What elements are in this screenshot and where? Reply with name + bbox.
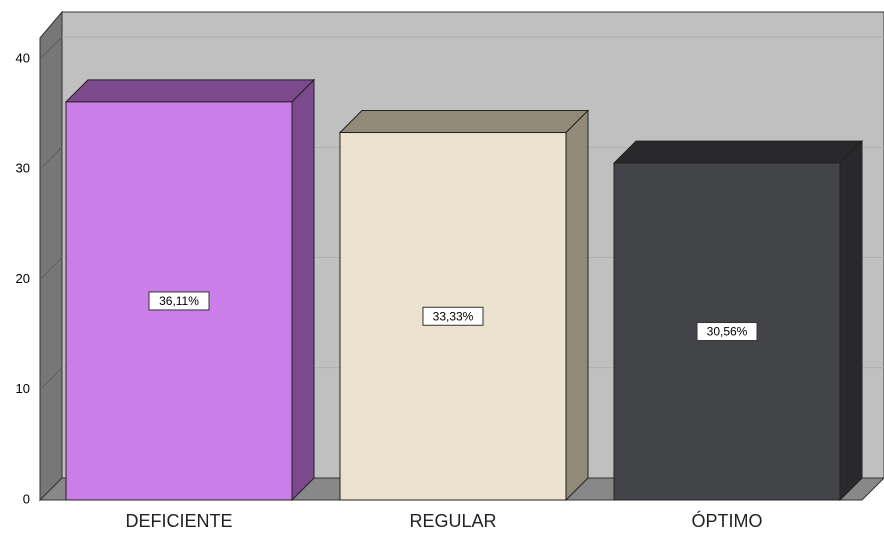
value-label-box: [148, 291, 210, 311]
bar-side: [291, 78, 315, 502]
side-wall: [39, 10, 63, 502]
grid-line: [39, 257, 63, 280]
x-tick-label: ÓPTIMO: [692, 510, 763, 531]
bar-side: [565, 109, 589, 502]
grid-line: [39, 36, 63, 60]
y-tick-label: 20: [16, 271, 30, 286]
x-tick-label: DEFICIENTE: [125, 511, 232, 531]
y-tick-label: 0: [23, 491, 30, 506]
y-tick-label: 40: [16, 50, 30, 65]
x-tick-label: REGULAR: [409, 511, 496, 531]
value-label-box: [422, 306, 484, 326]
bar-top: [338, 110, 590, 134]
bar-top: [612, 140, 864, 164]
value-label: 36,11%: [159, 294, 199, 308]
value-label-box: [696, 322, 758, 342]
value-label: 30,56%: [707, 325, 748, 339]
y-tick-label: 30: [16, 161, 30, 176]
bar-top: [64, 79, 316, 103]
grid-line: [39, 367, 63, 390]
grid-line: [39, 147, 63, 170]
value-label: 33,33%: [433, 309, 474, 323]
y-tick-label: 10: [16, 381, 30, 396]
bar-side: [839, 139, 863, 502]
